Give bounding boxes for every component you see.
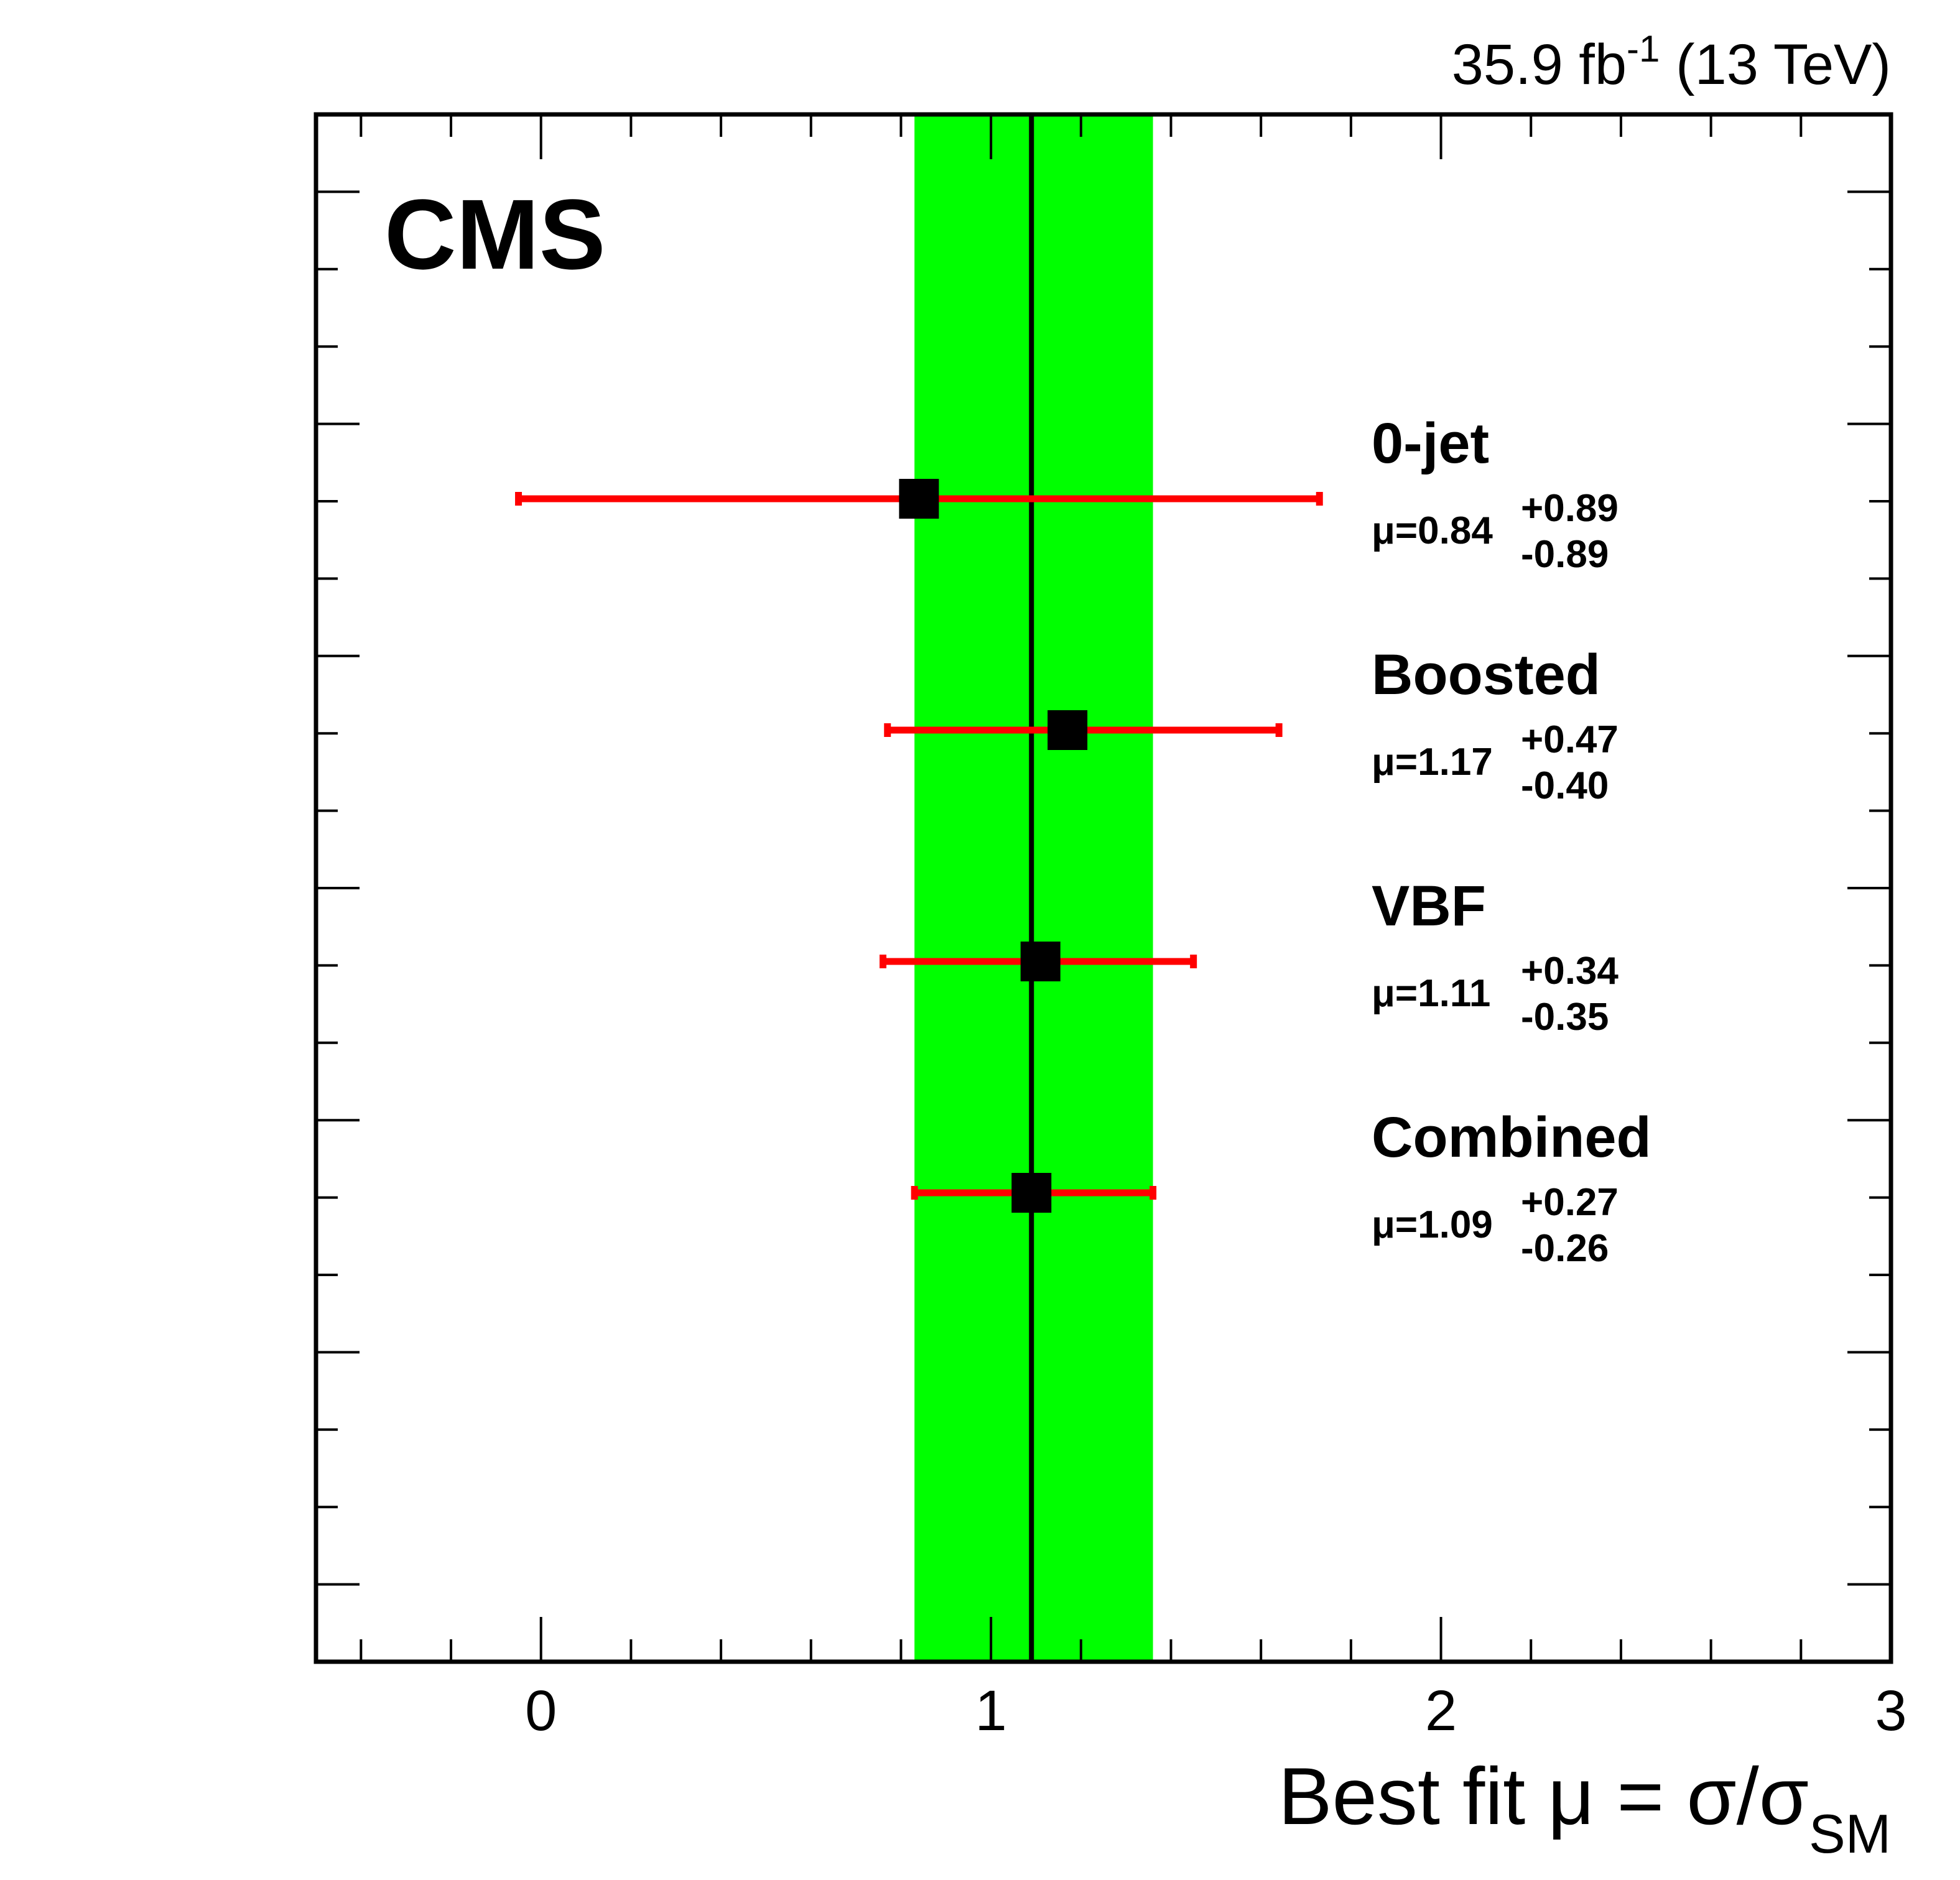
data-point-marker — [899, 479, 939, 519]
x-tick-label: 1 — [975, 1679, 1007, 1743]
data-point-marker — [1047, 710, 1088, 750]
data-point-group — [515, 479, 1323, 519]
data-point-group — [911, 1173, 1157, 1213]
mu-value: μ=0.84 — [1372, 509, 1493, 552]
category-label-group: VBF μ=1.11 +0.34-0.35 — [1372, 874, 1619, 1039]
lumi-label: 35.9 fb-1 (13 TeV) — [1452, 28, 1891, 96]
data-point-group — [880, 942, 1197, 981]
mu-value: μ=1.11 — [1372, 972, 1490, 1015]
mu-uncertainty-up: +0.27 — [1521, 1181, 1619, 1224]
mu-value: μ=1.09 — [1372, 1203, 1493, 1246]
lumi-label-superscript: -1 — [1627, 28, 1660, 70]
mu-uncertainty-down: -0.35 — [1521, 996, 1609, 1039]
mu-uncertainty-down: -0.26 — [1521, 1227, 1609, 1270]
x-axis-title: Best fit μ = σ/σSM — [1278, 1751, 1891, 1864]
plot-frame — [314, 112, 1893, 1664]
category-name: Combined — [1372, 1106, 1651, 1169]
mu-uncertainty-up: +0.47 — [1521, 718, 1619, 761]
mu-uncertainty-up: +0.89 — [1521, 487, 1619, 530]
experiment-label: CMS — [384, 178, 606, 290]
category-name: 0-jet — [1372, 412, 1489, 475]
category-label-group: Boosted μ=1.17 +0.47-0.40 — [1372, 643, 1619, 807]
x-tick-label: 2 — [1425, 1679, 1457, 1743]
data-point-group — [884, 710, 1283, 750]
x-tick-label: 3 — [1875, 1679, 1907, 1743]
mu-uncertainty-up: +0.34 — [1521, 950, 1619, 993]
x-axis-title-subscript: SM — [1809, 1803, 1891, 1864]
mu-value: μ=1.17 — [1372, 741, 1493, 784]
category-name: VBF — [1372, 874, 1486, 938]
mu-uncertainty-down: -0.40 — [1521, 764, 1609, 807]
category-label-group: Combined μ=1.09 +0.27-0.26 — [1372, 1106, 1651, 1270]
lumi-label-prefix: 35.9 fb — [1452, 33, 1627, 96]
data-point-marker — [1020, 942, 1061, 981]
x-axis-title-main: Best fit μ = σ/σ — [1278, 1751, 1809, 1841]
x-tick-label: 0 — [525, 1679, 557, 1743]
category-label-group: 0-jet μ=0.84 +0.89-0.89 — [1372, 412, 1619, 576]
lumi-label-suffix: (13 TeV) — [1660, 33, 1891, 96]
category-name: Boosted — [1372, 643, 1600, 706]
mu-uncertainty-down: -0.89 — [1521, 533, 1609, 576]
data-point-marker — [1011, 1173, 1052, 1213]
